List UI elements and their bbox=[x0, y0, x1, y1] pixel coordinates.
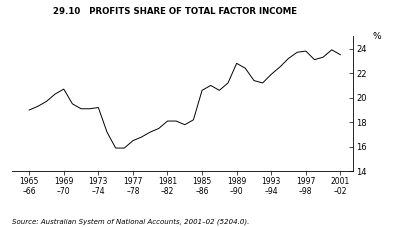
Text: 29.10   PROFITS SHARE OF TOTAL FACTOR INCOME: 29.10 PROFITS SHARE OF TOTAL FACTOR INCO… bbox=[53, 7, 297, 16]
Text: Source: Australian System of National Accounts, 2001–02 (5204.0).: Source: Australian System of National Ac… bbox=[12, 218, 249, 225]
Y-axis label: %: % bbox=[373, 32, 382, 41]
